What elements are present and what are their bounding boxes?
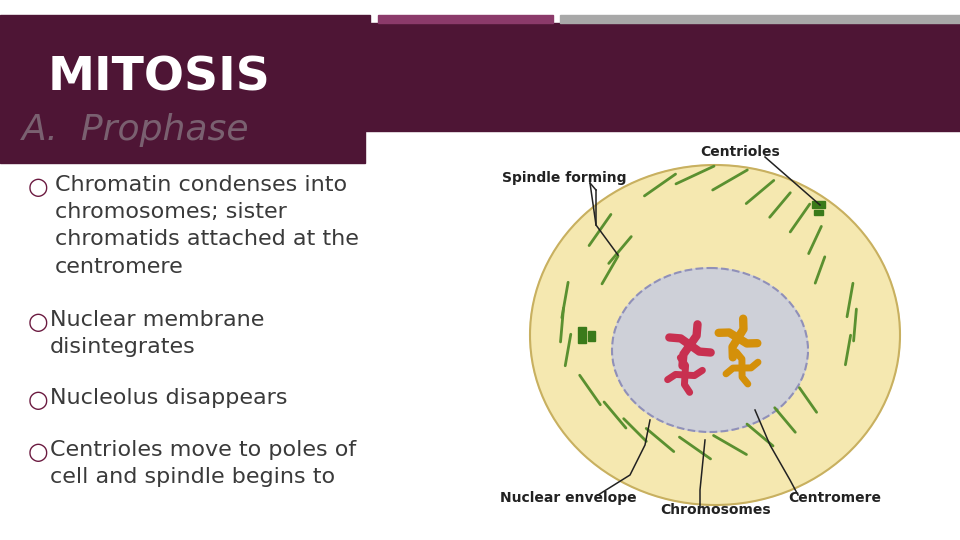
Bar: [560, 15, 960, 23]
Text: Chromatin condenses into
chromosomes; sister
chromatids attached at the
centrome: Chromatin condenses into chromosomes; si…: [55, 175, 359, 276]
Bar: [378, 15, 553, 23]
Text: Spindle forming: Spindle forming: [502, 171, 627, 185]
Bar: [0, 15, 370, 23]
Bar: [0, 23, 960, 131]
Text: MITOSIS: MITOSIS: [48, 56, 271, 100]
Text: ○: ○: [28, 175, 49, 199]
Text: Centrioles move to poles of
cell and spindle begins to: Centrioles move to poles of cell and spi…: [50, 440, 356, 487]
Text: ○: ○: [28, 388, 49, 412]
Text: Centromere: Centromere: [788, 491, 881, 505]
Bar: [0, 23, 365, 163]
Text: ○: ○: [28, 310, 49, 334]
Bar: [578, 327, 586, 343]
Text: Chromosomes: Chromosomes: [660, 503, 771, 517]
Text: ○: ○: [28, 440, 49, 464]
Text: Nucleolus disappears: Nucleolus disappears: [50, 388, 287, 408]
Text: Nuclear envelope: Nuclear envelope: [500, 491, 636, 505]
Text: A.  Prophase: A. Prophase: [22, 113, 250, 147]
Text: Centrioles: Centrioles: [700, 145, 780, 159]
Ellipse shape: [530, 165, 900, 505]
Bar: [812, 201, 825, 208]
Bar: [814, 210, 823, 215]
Bar: [588, 331, 595, 341]
Text: Nuclear membrane
disintegrates: Nuclear membrane disintegrates: [50, 310, 264, 357]
Ellipse shape: [612, 268, 808, 432]
